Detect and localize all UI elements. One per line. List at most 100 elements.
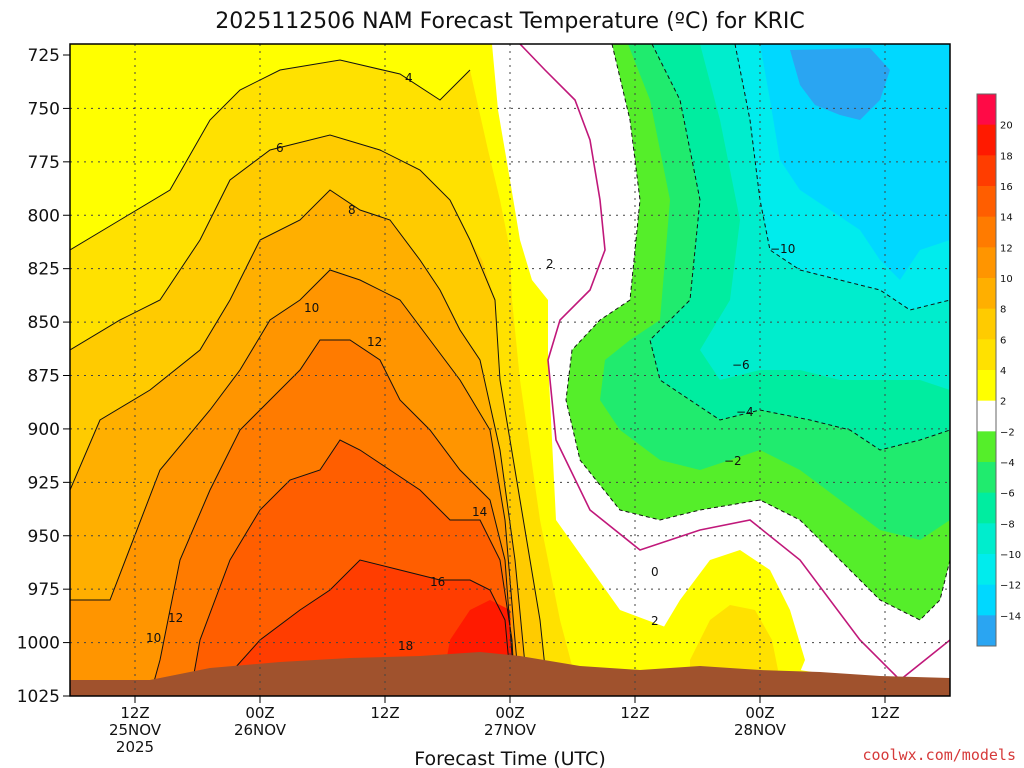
y-tick-label: 1000 [17, 634, 60, 654]
colorbar-segment [977, 339, 996, 371]
x-tick-label: 12Z [620, 704, 649, 722]
colorbar-label: 2 [1000, 397, 1006, 408]
colorbar-segment [977, 278, 996, 310]
chart-title: 2025112506 NAM Forecast Temperature (ºC)… [215, 9, 805, 34]
colorbar-label: 18 [1000, 151, 1013, 162]
x-tick-label: 25NOV [109, 721, 162, 739]
colorbar-segment [977, 308, 996, 340]
colorbar-segment [977, 400, 996, 432]
contour-label: 12 [367, 335, 382, 349]
x-tick-label: 00Z [745, 704, 774, 722]
contour-label: −2 [724, 454, 742, 468]
contour-label: −4 [736, 405, 754, 419]
colorbar-segment [977, 584, 996, 616]
colorbar-segment [977, 615, 996, 647]
contour-line-dashed [565, 44, 950, 621]
colorbar-label: 4 [1000, 366, 1006, 377]
x-tick-label: 12Z [870, 704, 899, 722]
x-tick-label: 12Z [120, 704, 149, 722]
colorbar-segment [977, 94, 996, 126]
x-tick-label: 27NOV [484, 721, 537, 739]
y-tick-label: 800 [28, 206, 60, 226]
zero-isotherm-line [519, 44, 950, 682]
x-tick-label: 00Z [245, 704, 274, 722]
colorbar-label: 20 [1000, 121, 1013, 132]
colorbar-segment [977, 554, 996, 586]
x-tick-label: 00Z [495, 704, 524, 722]
colorbar-segment [977, 462, 996, 494]
contour-line-dashed [649, 44, 950, 451]
y-tick-label: 900 [28, 420, 60, 440]
x-tick-label: 26NOV [234, 721, 287, 739]
colorbar: 20 18 16 14 12 10 8 6 4 2 −2 −4 −6 −8 −10 −12 −14 [976, 93, 1021, 647]
contour-label: 12 [168, 611, 183, 625]
colorbar-segment [977, 523, 996, 555]
contour-label: −6 [732, 358, 750, 372]
colorbar-label: 8 [1000, 305, 1006, 316]
y-axis: 725 750 775 800 825 850 875 900 925 950 975 1000 102… [17, 46, 70, 707]
contour-line [209, 559, 513, 696]
contour-label: 0 [651, 565, 659, 579]
colorbar-segment [977, 492, 996, 524]
colorbar-segment [977, 370, 996, 402]
colorbar-label: 14 [1000, 213, 1013, 224]
contour-line [189, 439, 516, 696]
y-tick-label: 950 [28, 527, 60, 547]
colorbar-label: −8 [1000, 519, 1015, 530]
y-tick-label: 750 [28, 99, 60, 119]
y-tick-label: 925 [28, 473, 60, 493]
colorbar-label: −4 [1000, 458, 1015, 469]
y-tick-label: 825 [28, 260, 60, 280]
x-tick-label: 28NOV [734, 721, 787, 739]
contour-label: 10 [146, 631, 161, 645]
colorbar-label: 16 [1000, 182, 1013, 193]
contour-label-group: 4 6 8 10 12 14 16 18 12 10 2 0 2 −2 −4 −… [146, 71, 795, 653]
colorbar-frame [976, 93, 997, 647]
contour-label: 8 [348, 203, 356, 217]
temperature-contour-group [70, 59, 549, 696]
x-tick-label: 12Z [370, 704, 399, 722]
colorbar-label: −10 [1000, 550, 1021, 561]
colorbar-label: −14 [1000, 611, 1021, 622]
x-axis-label: Forecast Time (UTC) [414, 748, 605, 768]
region-temp-m16 [790, 48, 890, 120]
plot-area: 4 6 8 10 12 14 16 18 12 10 2 0 2 −2 −4 −… [70, 44, 950, 696]
colorbar-label: −6 [1000, 489, 1015, 500]
y-tick-label: 975 [28, 580, 60, 600]
colorbar-segment [977, 155, 996, 187]
colorbar-segment [977, 247, 996, 279]
contour-label: 18 [398, 639, 413, 653]
contour-label: 4 [405, 71, 413, 85]
colorbar-label: 6 [1000, 335, 1006, 346]
contour-label: 14 [472, 505, 487, 519]
contour-line [149, 339, 516, 696]
y-tick-label: 850 [28, 313, 60, 333]
contour-label: 2 [651, 614, 659, 628]
credit-link[interactable]: coolwx.com/models [862, 746, 1016, 764]
colorbar-segment [977, 124, 996, 156]
colorbar-label: 10 [1000, 274, 1013, 285]
y-tick-label: 725 [28, 46, 60, 66]
contour-line [70, 134, 549, 696]
colorbar-label: −2 [1000, 427, 1015, 438]
contour-label: 16 [430, 575, 445, 589]
contour-line-dashed [734, 44, 950, 311]
negative-contour-group [565, 44, 950, 621]
colorbar-label: 12 [1000, 243, 1013, 254]
y-tick-label: 1025 [17, 687, 60, 707]
colorbar-segment [977, 216, 996, 248]
contour-label: −10 [770, 242, 795, 256]
y-tick-label: 775 [28, 153, 60, 173]
contour-line [70, 189, 529, 696]
contour-label: 2 [546, 257, 554, 271]
contour-label: 10 [304, 301, 319, 315]
colorbar-segment [977, 186, 996, 218]
x-tick-label: 2025 [116, 738, 154, 756]
contour-label: 6 [276, 141, 284, 155]
colorbar-segment [977, 431, 996, 463]
colorbar-label: −12 [1000, 581, 1021, 592]
y-tick-label: 875 [28, 367, 60, 387]
contour-line [70, 269, 521, 696]
